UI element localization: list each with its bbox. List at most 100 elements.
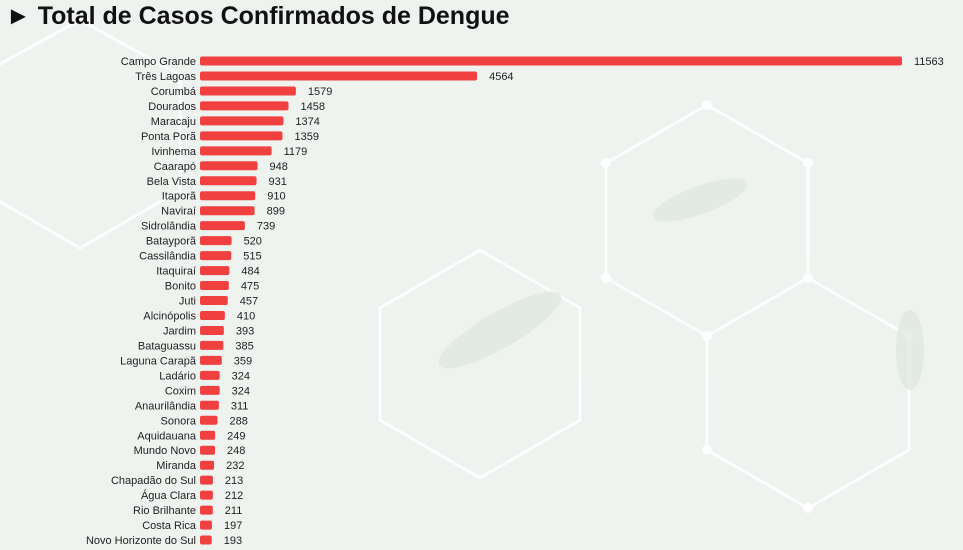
value-label: 484 [241, 266, 259, 278]
category-label: Laguna Carapã [120, 355, 197, 367]
value-label: 232 [226, 460, 244, 472]
value-label: 410 [237, 310, 255, 322]
value-label: 4564 [489, 71, 513, 83]
category-label: Sidrolândia [141, 221, 197, 233]
category-label: Aquidauana [137, 430, 197, 442]
bar [200, 296, 228, 306]
category-label: Chapadão do Sul [111, 475, 196, 487]
category-label: Maracaju [151, 116, 196, 128]
category-label: Batayporã [146, 236, 197, 248]
category-label: Mundo Novo [134, 445, 196, 457]
category-label: Bataguassu [138, 340, 196, 352]
category-label: Ladário [159, 370, 196, 382]
bar [200, 206, 255, 216]
value-label: 948 [270, 161, 288, 173]
category-label: Bonito [165, 281, 196, 293]
value-label: 385 [235, 340, 253, 352]
bar [200, 236, 232, 246]
bar [200, 445, 216, 455]
bar [200, 131, 283, 141]
category-label: Miranda [156, 460, 197, 472]
bar [200, 176, 257, 186]
value-label: 211 [225, 505, 243, 517]
category-label: Anaurilândia [135, 400, 197, 412]
bar [200, 535, 212, 545]
bar [200, 475, 213, 485]
bar [200, 281, 229, 291]
value-label: 1179 [284, 146, 308, 158]
category-label: Sonora [161, 415, 197, 427]
category-label: Ponta Porã [141, 131, 197, 143]
category-label: Costa Rica [142, 520, 197, 532]
category-label: Itaquiraí [156, 266, 196, 278]
bar [200, 520, 212, 530]
value-label: 359 [234, 355, 252, 367]
category-label: Bela Vista [147, 176, 197, 188]
bar [200, 71, 478, 81]
category-label: Naviraí [161, 206, 196, 218]
value-label: 248 [227, 445, 245, 457]
bar [200, 415, 218, 425]
value-label: 212 [225, 490, 243, 502]
bar [200, 116, 284, 126]
value-label: 393 [236, 325, 254, 337]
category-label: Jardim [163, 325, 196, 337]
category-label: Alcinópolis [143, 310, 196, 322]
category-label: Juti [179, 296, 196, 308]
bar [200, 385, 220, 395]
value-label: 213 [225, 475, 243, 487]
value-label: 1359 [295, 131, 319, 143]
bar [200, 505, 213, 515]
category-label: Corumbá [151, 86, 197, 98]
value-label: 11563 [914, 56, 944, 68]
value-label: 457 [240, 296, 258, 308]
value-label: 515 [243, 251, 261, 263]
bar [200, 340, 224, 350]
bar [200, 490, 213, 500]
value-label: 520 [244, 236, 262, 248]
value-label: 324 [232, 370, 250, 382]
value-label: 1458 [301, 101, 325, 113]
value-label: 1374 [295, 116, 319, 128]
bar [200, 355, 222, 365]
value-label: 288 [229, 415, 247, 427]
bar [200, 161, 258, 171]
bar [200, 460, 215, 470]
category-label: Rio Brilhante [133, 505, 196, 517]
bar [200, 56, 902, 66]
category-label: Dourados [148, 101, 196, 113]
value-label: 899 [267, 206, 285, 218]
value-label: 910 [267, 191, 285, 203]
category-label: Água Clara [141, 489, 197, 502]
bar [200, 221, 245, 231]
value-label: 197 [224, 520, 242, 532]
bar [200, 400, 219, 410]
value-label: 311 [231, 400, 249, 412]
bar [200, 310, 225, 320]
bar [200, 251, 232, 261]
category-label: Itaporã [162, 191, 197, 203]
category-label: Três Lagoas [135, 71, 196, 83]
value-label: 475 [241, 281, 259, 293]
category-label: Cassilândia [139, 251, 197, 263]
value-label: 324 [232, 385, 250, 397]
bar [200, 325, 224, 335]
bar [200, 370, 220, 380]
value-label: 1579 [308, 86, 332, 98]
value-label: 249 [227, 430, 245, 442]
value-label: 931 [269, 176, 287, 188]
bar [200, 266, 230, 276]
bar [200, 191, 256, 201]
bar [200, 430, 216, 440]
category-label: Campo Grande [121, 56, 196, 68]
page-title: ► Total de Casos Confirmados de Dengue [6, 2, 510, 30]
category-label: Caarapó [154, 161, 196, 173]
bar [200, 146, 272, 156]
bar [200, 101, 289, 111]
category-label: Ivinhema [151, 146, 197, 158]
category-label: Novo Horizonte do Sul [86, 535, 196, 547]
category-label: Coxim [165, 385, 196, 397]
bar [200, 86, 296, 96]
